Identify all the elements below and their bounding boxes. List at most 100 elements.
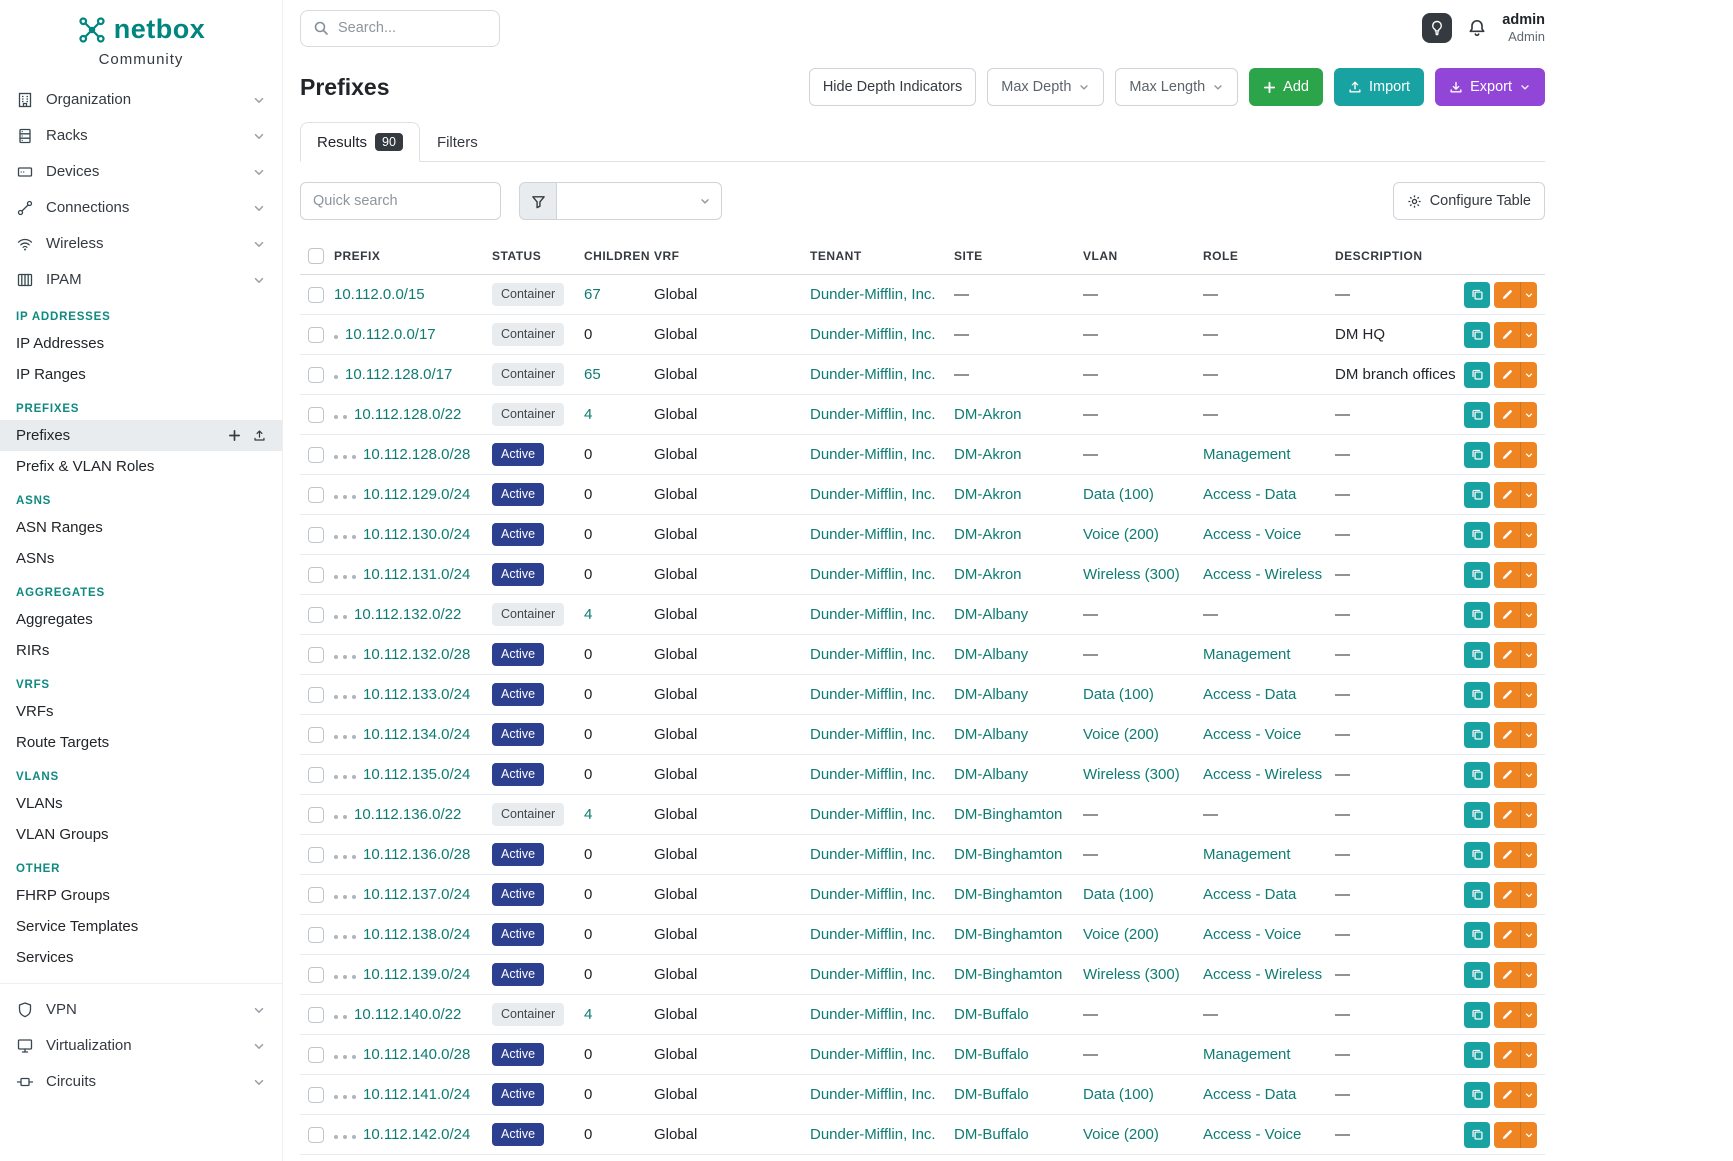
sidebar-item-vlan-groups[interactable]: VLAN Groups bbox=[0, 819, 282, 850]
prefix-link[interactable]: 10.112.137.0/24 bbox=[363, 886, 471, 903]
copy-button[interactable] bbox=[1464, 721, 1490, 748]
edit-dropdown-button[interactable] bbox=[1520, 481, 1537, 508]
site-link[interactable]: DM-Binghamton bbox=[954, 966, 1063, 983]
bell-icon[interactable] bbox=[1467, 18, 1487, 38]
role-link[interactable]: Access - Voice bbox=[1203, 726, 1302, 743]
copy-button[interactable] bbox=[1464, 601, 1490, 628]
tenant-link[interactable]: Dunder-Mifflin, Inc. bbox=[810, 686, 936, 703]
tenant-link[interactable]: Dunder-Mifflin, Inc. bbox=[810, 286, 936, 303]
quick-search-input[interactable] bbox=[300, 182, 501, 220]
column-header-site[interactable]: SITE bbox=[954, 238, 1083, 275]
sidebar-item-route-targets[interactable]: Route Targets bbox=[0, 727, 282, 758]
vlan-link[interactable]: Wireless (300) bbox=[1083, 966, 1180, 983]
role-link[interactable]: Access - Data bbox=[1203, 686, 1297, 703]
sidebar-item-rirs[interactable]: RIRs bbox=[0, 635, 282, 666]
prefix-link[interactable]: 10.112.130.0/24 bbox=[363, 526, 471, 543]
prefix-link[interactable]: 10.112.132.0/28 bbox=[363, 646, 471, 663]
edit-dropdown-button[interactable] bbox=[1520, 721, 1537, 748]
tenant-link[interactable]: Dunder-Mifflin, Inc. bbox=[810, 966, 936, 983]
tab-results[interactable]: Results 90 bbox=[300, 122, 420, 162]
sidebar-item-circuits[interactable]: Circuits bbox=[0, 1064, 282, 1100]
copy-button[interactable] bbox=[1464, 361, 1490, 388]
row-checkbox[interactable] bbox=[308, 567, 324, 584]
role-link[interactable]: Access - Data bbox=[1203, 486, 1297, 503]
copy-button[interactable] bbox=[1464, 1001, 1490, 1028]
copy-button[interactable] bbox=[1464, 1041, 1490, 1068]
site-link[interactable]: DM-Buffalo bbox=[954, 1126, 1029, 1143]
edit-button[interactable] bbox=[1494, 761, 1520, 788]
sidebar-item-asns[interactable]: ASNs bbox=[0, 543, 282, 574]
tenant-link[interactable]: Dunder-Mifflin, Inc. bbox=[810, 1126, 936, 1143]
site-link[interactable]: DM-Binghamton bbox=[954, 926, 1063, 943]
edit-dropdown-button[interactable] bbox=[1520, 1081, 1537, 1108]
prefix-link[interactable]: 10.112.138.0/24 bbox=[363, 926, 471, 943]
copy-button[interactable] bbox=[1464, 961, 1490, 988]
tenant-link[interactable]: Dunder-Mifflin, Inc. bbox=[810, 366, 936, 383]
row-checkbox[interactable] bbox=[308, 447, 324, 464]
edit-button[interactable] bbox=[1494, 561, 1520, 588]
vlan-link[interactable]: Voice (200) bbox=[1083, 1126, 1159, 1143]
tenant-link[interactable]: Dunder-Mifflin, Inc. bbox=[810, 1006, 936, 1023]
vlan-link[interactable]: Voice (200) bbox=[1083, 526, 1159, 543]
prefix-link[interactable]: 10.112.129.0/24 bbox=[363, 486, 471, 503]
hide-depth-indicators-button[interactable]: Hide Depth Indicators bbox=[808, 68, 977, 106]
tenant-link[interactable]: Dunder-Mifflin, Inc. bbox=[810, 806, 936, 823]
column-header-tenant[interactable]: TENANT bbox=[810, 238, 954, 275]
prefix-link[interactable]: 10.112.133.0/24 bbox=[363, 686, 471, 703]
vlan-link[interactable]: Data (100) bbox=[1083, 686, 1154, 703]
role-link[interactable]: Access - Voice bbox=[1203, 526, 1302, 543]
prefix-link[interactable]: 10.112.140.0/28 bbox=[363, 1046, 471, 1063]
row-checkbox[interactable] bbox=[308, 967, 324, 984]
export-button[interactable]: Export bbox=[1435, 68, 1545, 106]
filter-button[interactable] bbox=[519, 182, 557, 220]
edit-dropdown-button[interactable] bbox=[1520, 1121, 1537, 1148]
edit-button[interactable] bbox=[1494, 1041, 1520, 1068]
vlan-link[interactable]: Voice (200) bbox=[1083, 726, 1159, 743]
row-checkbox[interactable] bbox=[308, 487, 324, 504]
edit-dropdown-button[interactable] bbox=[1520, 561, 1537, 588]
copy-button[interactable] bbox=[1464, 561, 1490, 588]
sidebar-item-devices[interactable]: Devices bbox=[0, 154, 282, 190]
row-checkbox[interactable] bbox=[308, 647, 324, 664]
edit-button[interactable] bbox=[1494, 681, 1520, 708]
sidebar-item-prefix-vlan-roles[interactable]: Prefix & VLAN Roles bbox=[0, 451, 282, 482]
sidebar-item-services[interactable]: Services bbox=[0, 942, 282, 973]
copy-button[interactable] bbox=[1464, 681, 1490, 708]
edit-dropdown-button[interactable] bbox=[1520, 641, 1537, 668]
quick-add-icon[interactable] bbox=[228, 429, 241, 442]
sidebar-item-organization[interactable]: Organization bbox=[0, 82, 282, 118]
children-link[interactable]: 4 bbox=[584, 406, 593, 423]
edit-button[interactable] bbox=[1494, 1121, 1520, 1148]
row-checkbox[interactable] bbox=[308, 927, 324, 944]
vlan-link[interactable]: Voice (200) bbox=[1083, 926, 1159, 943]
role-link[interactable]: Management bbox=[1203, 646, 1291, 663]
prefix-link[interactable]: 10.112.140.0/22 bbox=[354, 1006, 462, 1023]
copy-button[interactable] bbox=[1464, 761, 1490, 788]
site-link[interactable]: DM-Akron bbox=[954, 486, 1022, 503]
column-header-vrf[interactable]: VRF bbox=[654, 238, 810, 275]
sidebar-item-prefixes[interactable]: Prefixes bbox=[0, 419, 282, 451]
edit-button[interactable] bbox=[1494, 961, 1520, 988]
children-link[interactable]: 4 bbox=[584, 1006, 593, 1023]
edit-dropdown-button[interactable] bbox=[1520, 281, 1537, 308]
column-header-status[interactable]: STATUS bbox=[492, 238, 584, 275]
edit-button[interactable] bbox=[1494, 521, 1520, 548]
edit-dropdown-button[interactable] bbox=[1520, 401, 1537, 428]
copy-button[interactable] bbox=[1464, 881, 1490, 908]
edit-button[interactable] bbox=[1494, 641, 1520, 668]
vlan-link[interactable]: Wireless (300) bbox=[1083, 566, 1180, 583]
prefix-link[interactable]: 10.112.131.0/24 bbox=[363, 566, 471, 583]
children-link[interactable]: 65 bbox=[584, 366, 601, 383]
tenant-link[interactable]: Dunder-Mifflin, Inc. bbox=[810, 846, 936, 863]
vlan-link[interactable]: Data (100) bbox=[1083, 486, 1154, 503]
row-checkbox[interactable] bbox=[308, 887, 324, 904]
children-link[interactable]: 4 bbox=[584, 806, 593, 823]
edit-dropdown-button[interactable] bbox=[1520, 761, 1537, 788]
prefix-link[interactable]: 10.112.128.0/28 bbox=[363, 446, 471, 463]
copy-button[interactable] bbox=[1464, 521, 1490, 548]
edit-dropdown-button[interactable] bbox=[1520, 1041, 1537, 1068]
tenant-link[interactable]: Dunder-Mifflin, Inc. bbox=[810, 886, 936, 903]
row-checkbox[interactable] bbox=[308, 407, 324, 424]
children-link[interactable]: 67 bbox=[584, 286, 601, 303]
tab-filters[interactable]: Filters bbox=[436, 134, 478, 151]
